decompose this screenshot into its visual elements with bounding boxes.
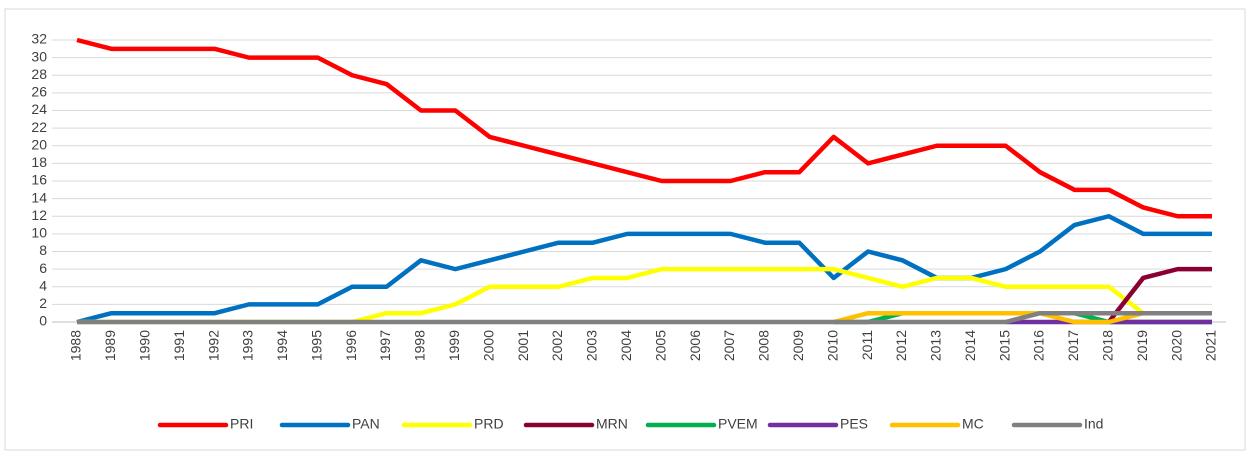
x-tick-label: 2021 [1203, 330, 1219, 361]
x-tick-label: 1990 [136, 330, 152, 361]
y-tick-label: 30 [31, 48, 47, 64]
y-tick-label: 26 [31, 84, 47, 100]
legend-label: PRD [474, 416, 504, 432]
chart-border [4, 8, 1246, 451]
y-tick-label: 14 [31, 189, 47, 205]
legend-label: PVEM [718, 416, 758, 432]
x-tick-label: 2011 [859, 330, 875, 360]
y-tick-label: 6 [39, 260, 47, 276]
legend-label: MRN [596, 416, 628, 432]
y-tick-label: 16 [31, 172, 47, 188]
y-tick-label: 20 [31, 136, 47, 152]
x-tick-label: 2000 [480, 330, 496, 361]
x-tick-label: 2006 [687, 330, 703, 361]
x-tick-label: 1995 [308, 330, 324, 361]
y-tick-label: 18 [31, 154, 47, 170]
x-tick-label: 1988 [68, 330, 84, 361]
x-tick-label: 1997 [377, 330, 393, 361]
x-tick-label: 1998 [412, 330, 428, 361]
y-tick-label: 8 [39, 242, 47, 258]
x-tick-label: 2014 [962, 330, 978, 361]
x-tick-label: 2017 [1065, 330, 1081, 361]
x-tick-label: 1999 [446, 330, 462, 361]
x-tick-label: 2012 [893, 330, 909, 361]
y-tick-label: 0 [39, 313, 47, 329]
x-tick-label: 2007 [721, 330, 737, 361]
x-tick-label: 2003 [584, 330, 600, 361]
x-tick-label: 1992 [205, 330, 221, 361]
x-tick-label: 2020 [1168, 330, 1184, 361]
legend-label: Ind [1084, 416, 1103, 432]
x-tick-label: 2013 [928, 330, 944, 361]
series-line [1107, 266, 1212, 324]
x-tick-label: 1993 [240, 330, 256, 361]
y-tick-label: 10 [31, 225, 47, 241]
y-tick-label: 32 [31, 31, 47, 47]
y-tick-label: 24 [31, 101, 47, 117]
x-tick-label: 2005 [652, 330, 668, 361]
x-tick-label: 1994 [274, 330, 290, 361]
x-tick-label: 2008 [756, 330, 772, 361]
x-tick-label: 2016 [1031, 330, 1047, 361]
y-tick-label: 28 [31, 66, 47, 82]
x-tick-label: 2009 [790, 330, 806, 361]
y-tick-label: 4 [39, 277, 47, 293]
series-line [76, 214, 1212, 325]
x-tick-label: 1996 [343, 330, 359, 361]
x-tick-label: 2019 [1134, 330, 1150, 361]
x-tick-label: 2010 [824, 330, 840, 361]
x-tick-label: 2018 [1100, 330, 1116, 361]
series-line [77, 310, 1212, 325]
x-tick-label: 2001 [515, 330, 531, 361]
x-tick-label: 1991 [171, 330, 187, 361]
legend-label: MC [962, 416, 984, 432]
y-tick-label: 12 [31, 207, 47, 223]
x-tick-label: 2004 [618, 330, 634, 361]
legend-label: PAN [352, 416, 380, 432]
legend-label: PES [840, 416, 868, 432]
x-tick-label: 2002 [549, 330, 565, 361]
x-tick-label: 2015 [996, 330, 1012, 361]
legend-label: PRI [230, 416, 253, 432]
y-tick-label: 22 [31, 119, 47, 135]
x-tick-label: 1989 [102, 330, 118, 361]
y-tick-label: 2 [39, 295, 47, 311]
series-line [76, 37, 1212, 219]
